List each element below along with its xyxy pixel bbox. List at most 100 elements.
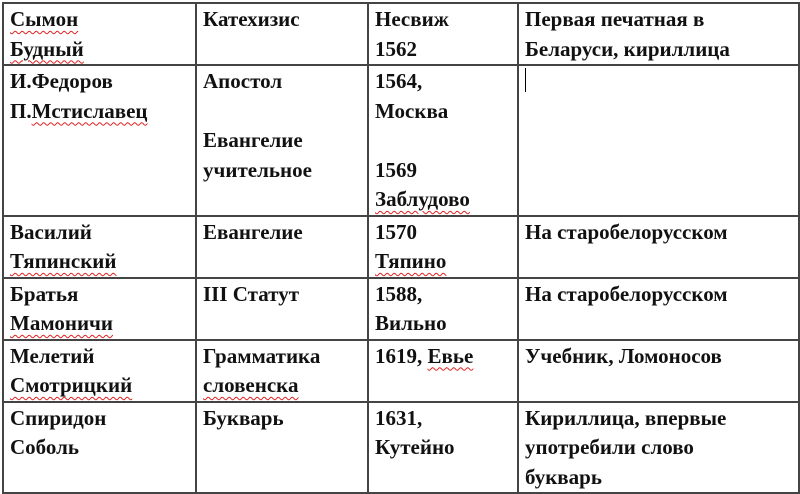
cell-printer[interactable]: Сымон Будный [2,2,197,66]
cell-line: И.Федоров [10,67,189,97]
cell-note[interactable]: На старобелорусском [517,276,800,341]
cell-line: Вильно [375,309,511,339]
text: III Статут [203,281,300,306]
cell-line: Тяпинский [10,247,189,277]
cell-place-year[interactable]: 1570 Тяпино [367,214,519,279]
misspelled-word: Мстиславец [31,98,148,123]
misspelled-word: Тяпино [375,249,447,273]
cell-place-year[interactable]: 1588, Вильно [367,276,519,341]
cell-line: Евангелие [203,126,361,156]
cell-line: Сымон [10,5,189,35]
cell-line: Соболь [10,433,189,463]
text: На старобелорусском [525,219,728,244]
text: Грамматика [203,343,321,368]
table-row: Спиридон Соболь Букварь 1631, Кутейно Кирилли… [2,400,800,494]
cell-place-year[interactable]: 1631, Кутейно [367,400,519,494]
cell-line: Букварь [203,404,361,434]
text: употребили слово [525,435,694,459]
text: Кутейно [375,435,455,459]
cell-note[interactable]: На старобелорусском [517,214,800,279]
cell-line: Спиридон [10,404,189,434]
text: Спиридон [10,405,107,430]
text: 1564, [375,69,423,93]
table-row: Мелетий Смотрицкий Грамматика словенска 1619… [2,338,800,403]
text: 1631, [375,405,423,430]
misspelled-word: Евье [427,343,474,368]
cell-line [203,97,361,127]
cell-line: Грамматика [203,342,361,372]
text: Евангелие [203,219,303,244]
text: букварь [525,464,602,489]
cell-note[interactable]: Учебник, Ломоносов [517,338,800,403]
text: 1570 [375,219,417,244]
cell-printer[interactable]: Спиридон Соболь [2,400,197,494]
cell-line: Тяпино [375,247,511,277]
cell-line: употребили слово [525,433,792,463]
cell-line: Апостол [203,67,361,97]
text: Мелетий [10,343,95,368]
cell-book[interactable]: Евангелие [195,214,369,279]
cell-line: Беларуси, кириллица [525,35,792,65]
cell-printer[interactable]: И.Федоров П.Мстиславец [2,64,197,217]
cell-note[interactable]: Первая печатная в Беларуси, кириллица [517,2,800,66]
text: 1588, [375,281,423,306]
cell-line: 1619, Евье [375,342,511,372]
cell-line: Будный [10,35,189,65]
text-cursor [525,68,526,92]
text: Первая печатная в [525,7,705,31]
cell-book[interactable]: Букварь [195,400,369,494]
cell-line: Евангелие [203,218,361,248]
cell-line: Смотрицкий [10,371,189,401]
cell-line: учительное [203,156,361,186]
text: Учебник, Ломоносов [525,343,722,368]
cell-line: Первая печатная в [525,5,792,35]
text: Евангелие [203,128,303,152]
text: Братья [10,281,79,306]
cell-line: Учебник, Ломоносов [525,342,792,372]
cell-book[interactable]: Апостол Евангелие учительное [195,64,369,217]
cell-line: букварь [525,463,792,493]
misspelled-word: Смотрицкий [10,373,133,397]
misspelled-word: Тяпинский [10,249,117,273]
cell-line: словенска [203,371,361,401]
cell-line: Мелетий [10,342,189,372]
cell-line: Заблудово [375,185,511,215]
table-row: Сымон Будный Катехизис Несвиж 1562 Первая печ… [2,2,800,66]
cell-book[interactable]: III Статут [195,276,369,341]
cell-line: 1588, [375,280,511,310]
text: Беларуси, кириллица [525,36,730,61]
text: учительное [203,157,312,182]
text: Апостол [203,69,283,93]
text: Василий [10,219,92,244]
cell-note[interactable]: Кириллица, впервые употребили слово буквар… [517,400,800,494]
cell-line: На старобелорусском [525,280,792,310]
cell-line [375,126,511,156]
cell-book[interactable]: Грамматика словенска [195,338,369,403]
cell-printer[interactable]: Братья Мамоничи [2,276,197,341]
misspelled-word: Будный [10,36,84,61]
text: Кириллица, впервые [525,405,727,430]
text: Соболь [10,435,79,459]
cell-printer[interactable]: Мелетий Смотрицкий [2,338,197,403]
cell-line: 1564, [375,67,511,97]
cell-line: Москва [375,97,511,127]
text: 1562 [375,36,417,61]
cell-line: Несвиж [375,5,511,35]
cell-place-year[interactable]: 1564, Москва 1569 Заблудово [367,64,519,217]
cell-line: Мамоничи [10,309,189,339]
cell-line: На старобелорусском [525,218,792,248]
cell-place-year[interactable]: 1619, Евье [367,338,519,403]
cell-book[interactable]: Катехизис [195,2,369,66]
cell-printer[interactable]: Василий Тяпинский [2,214,197,279]
text: На старобелорусском [525,281,728,306]
table-row: И.Федоров П.Мстиславец Апостол Евангелие учи… [2,64,800,217]
text: Москва [375,98,449,123]
cell-line: 1562 [375,35,511,65]
table-row: Василий Тяпинский Евангелие 1570 Тяпино На ст… [2,214,800,279]
cell-place-year[interactable]: Несвиж 1562 [367,2,519,66]
cell-note[interactable] [517,64,800,217]
text: Букварь [203,405,284,430]
cell-line: П.Мстиславец [10,97,189,127]
cell-line: Кириллица, впервые [525,404,792,434]
